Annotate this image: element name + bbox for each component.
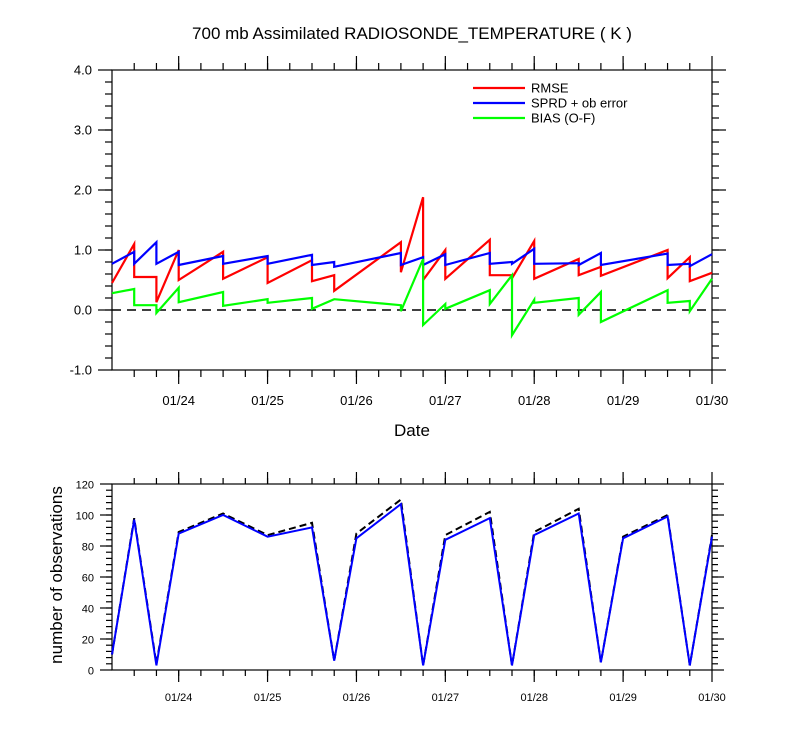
bottom-chart-panel: 01/24 01/25 01/26 01/27 01/28 01/29 01/30 0 20 40… [76, 472, 726, 704]
x-tick-label: 01/24 [165, 692, 193, 704]
legend-label: RMSE [531, 81, 569, 96]
top-x-axis-title: Date [394, 421, 430, 440]
legend-label: BIAS (O-F) [531, 111, 595, 126]
y-tick-label: 120 [76, 480, 94, 492]
chart-title: 700 mb Assimilated RADIOSONDE_TEMPERATUR… [192, 24, 632, 43]
x-tick-label: 01/24 [162, 393, 195, 408]
series-line-used [111, 502, 713, 666]
top-chart-panel: 01/24 01/25 01/26 01/27 01/28 01/29 01/30 -1.0 0… [70, 56, 729, 408]
x-tick-label: 01/30 [696, 393, 729, 408]
y-tick-label: 3.0 [74, 123, 92, 138]
x-tick-label: 01/27 [429, 393, 462, 408]
x-tick-label: 01/26 [340, 393, 373, 408]
x-tick-label: 01/27 [432, 692, 460, 704]
series-line-rmse [111, 196, 713, 303]
series-line-bias-o-f [111, 258, 713, 340]
plot-frame [111, 69, 713, 371]
y-tick-label: 0 [88, 666, 94, 678]
x-tick-label: 01/29 [609, 692, 637, 704]
y-tick-label: 100 [76, 511, 94, 523]
y-tick-label: 80 [82, 542, 94, 554]
x-tick-label: 01/25 [251, 393, 284, 408]
y-tick-label: 4.0 [74, 63, 92, 78]
series-line-sprd-ob-error [111, 239, 713, 269]
y-tick-label: 2.0 [74, 183, 92, 198]
plot-frame [111, 483, 713, 671]
y-tick-label: 1.0 [74, 243, 92, 258]
x-tick-label: 01/28 [520, 692, 548, 704]
bottom-y-axis-title: number of observations [47, 486, 66, 664]
x-tick-label: 01/29 [607, 393, 640, 408]
x-tick-label: 01/26 [343, 692, 371, 704]
y-tick-label: 40 [82, 604, 94, 616]
x-tick-label: 01/30 [698, 692, 726, 704]
y-tick-label: -1.0 [70, 363, 92, 378]
y-tick-label: 0.0 [74, 303, 92, 318]
x-tick-label: 01/28 [518, 393, 551, 408]
y-tick-label: 60 [82, 573, 94, 585]
x-tick-label: 01/25 [254, 692, 282, 704]
y-tick-label: 20 [82, 635, 94, 647]
legend-label: SPRD + ob error [531, 96, 628, 111]
